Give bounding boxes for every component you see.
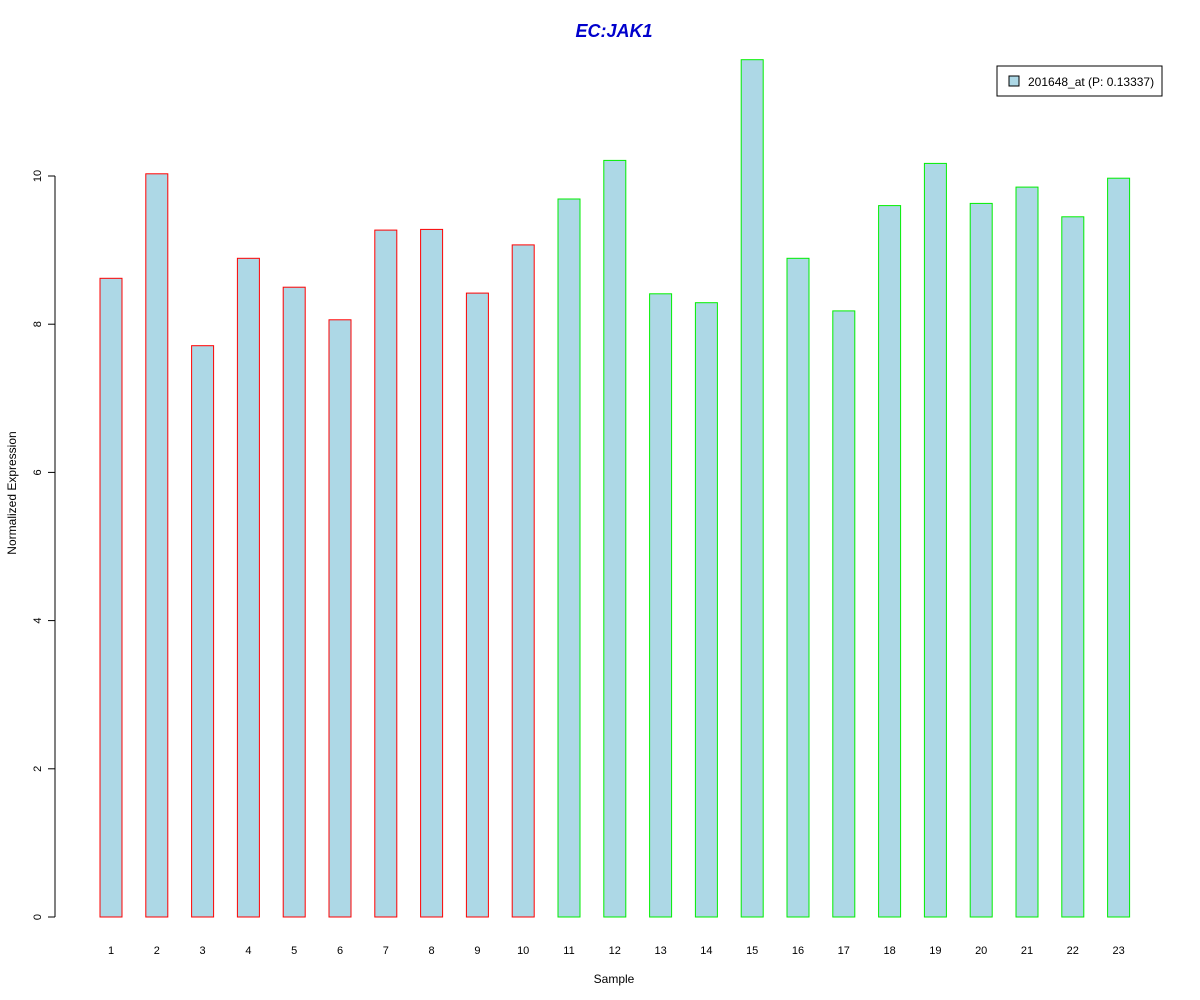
y-axis: 0 2 4 6 8 10 [32, 170, 56, 920]
x-tick-label: 10 [517, 945, 529, 957]
x-tick-label: 13 [654, 945, 666, 957]
bar-sample-20 [969, 202, 993, 918]
bar-sample-4 [236, 257, 260, 918]
legend: 201648_at (P: 0.13337) [996, 65, 1163, 97]
x-tick-label: 22 [1067, 945, 1079, 957]
bar-sample-10 [511, 244, 535, 918]
y-tick-label: 10 [32, 170, 44, 182]
x-tick-label: 14 [700, 945, 712, 957]
bar-sample-6 [328, 319, 352, 918]
bar-sample-19 [923, 162, 947, 918]
x-tick-label: 15 [746, 945, 758, 957]
bar-sample-12 [603, 159, 627, 918]
x-tick-label: 6 [337, 945, 343, 957]
x-tick-label: 9 [474, 945, 480, 957]
x-tick-label: 18 [883, 945, 895, 957]
x-tick-label: 4 [245, 945, 251, 957]
x-tick-label: 21 [1021, 945, 1033, 957]
x-tick-label: 16 [792, 945, 804, 957]
legend-label: 201648_at (P: 0.13337) [1028, 75, 1154, 89]
x-tick-label: 3 [200, 945, 206, 957]
x-axis-label: Sample [594, 972, 635, 986]
bar-sample-3 [191, 345, 215, 918]
bar-sample-15 [740, 59, 764, 918]
bar-sample-11 [557, 198, 581, 918]
x-tick-label: 2 [154, 945, 160, 957]
bar-sample-2 [145, 173, 169, 918]
bar-sample-16 [786, 257, 810, 918]
bar-sample-7 [374, 229, 398, 918]
bars [99, 59, 1131, 918]
x-tick-label: 5 [291, 945, 297, 957]
bar-sample-21 [1015, 186, 1039, 918]
x-tick-label: 20 [975, 945, 987, 957]
legend-box [996, 65, 1163, 97]
y-tick-label: 4 [32, 618, 44, 624]
bar-sample-18 [878, 205, 902, 918]
bar-sample-17 [832, 310, 856, 918]
bar-sample-9 [465, 292, 489, 918]
legend-swatch [1008, 75, 1020, 87]
y-tick-label: 6 [32, 469, 44, 475]
y-tick-label: 2 [32, 766, 44, 772]
y-tick-label: 8 [32, 321, 44, 327]
bar-sample-23 [1107, 177, 1131, 918]
bar-sample-22 [1061, 216, 1085, 918]
x-tick-label: 11 [563, 945, 574, 957]
x-tick-label: 8 [429, 945, 435, 957]
x-tick-label: 12 [609, 945, 621, 957]
bar-sample-13 [649, 293, 673, 918]
x-tick-label: 23 [1112, 945, 1124, 957]
chart-title: EC:JAK1 [575, 21, 652, 41]
bar-sample-8 [420, 228, 444, 918]
x-tick-label: 17 [838, 945, 850, 957]
x-tick-label: 1 [108, 945, 114, 957]
y-axis-label: Normalized Expression [5, 431, 19, 554]
x-tick-label: 7 [383, 945, 389, 957]
bar-sample-5 [282, 286, 306, 918]
bar-sample-14 [694, 302, 718, 918]
y-tick-label: 0 [32, 914, 44, 920]
bar-sample-1 [99, 277, 123, 918]
x-tick-labels: 1 2 3 4 5 6 7 8 9 10 11 12 13 14 15 16 17 18 19 20 21 22 23 [108, 945, 1125, 957]
x-tick-label: 19 [929, 945, 941, 957]
